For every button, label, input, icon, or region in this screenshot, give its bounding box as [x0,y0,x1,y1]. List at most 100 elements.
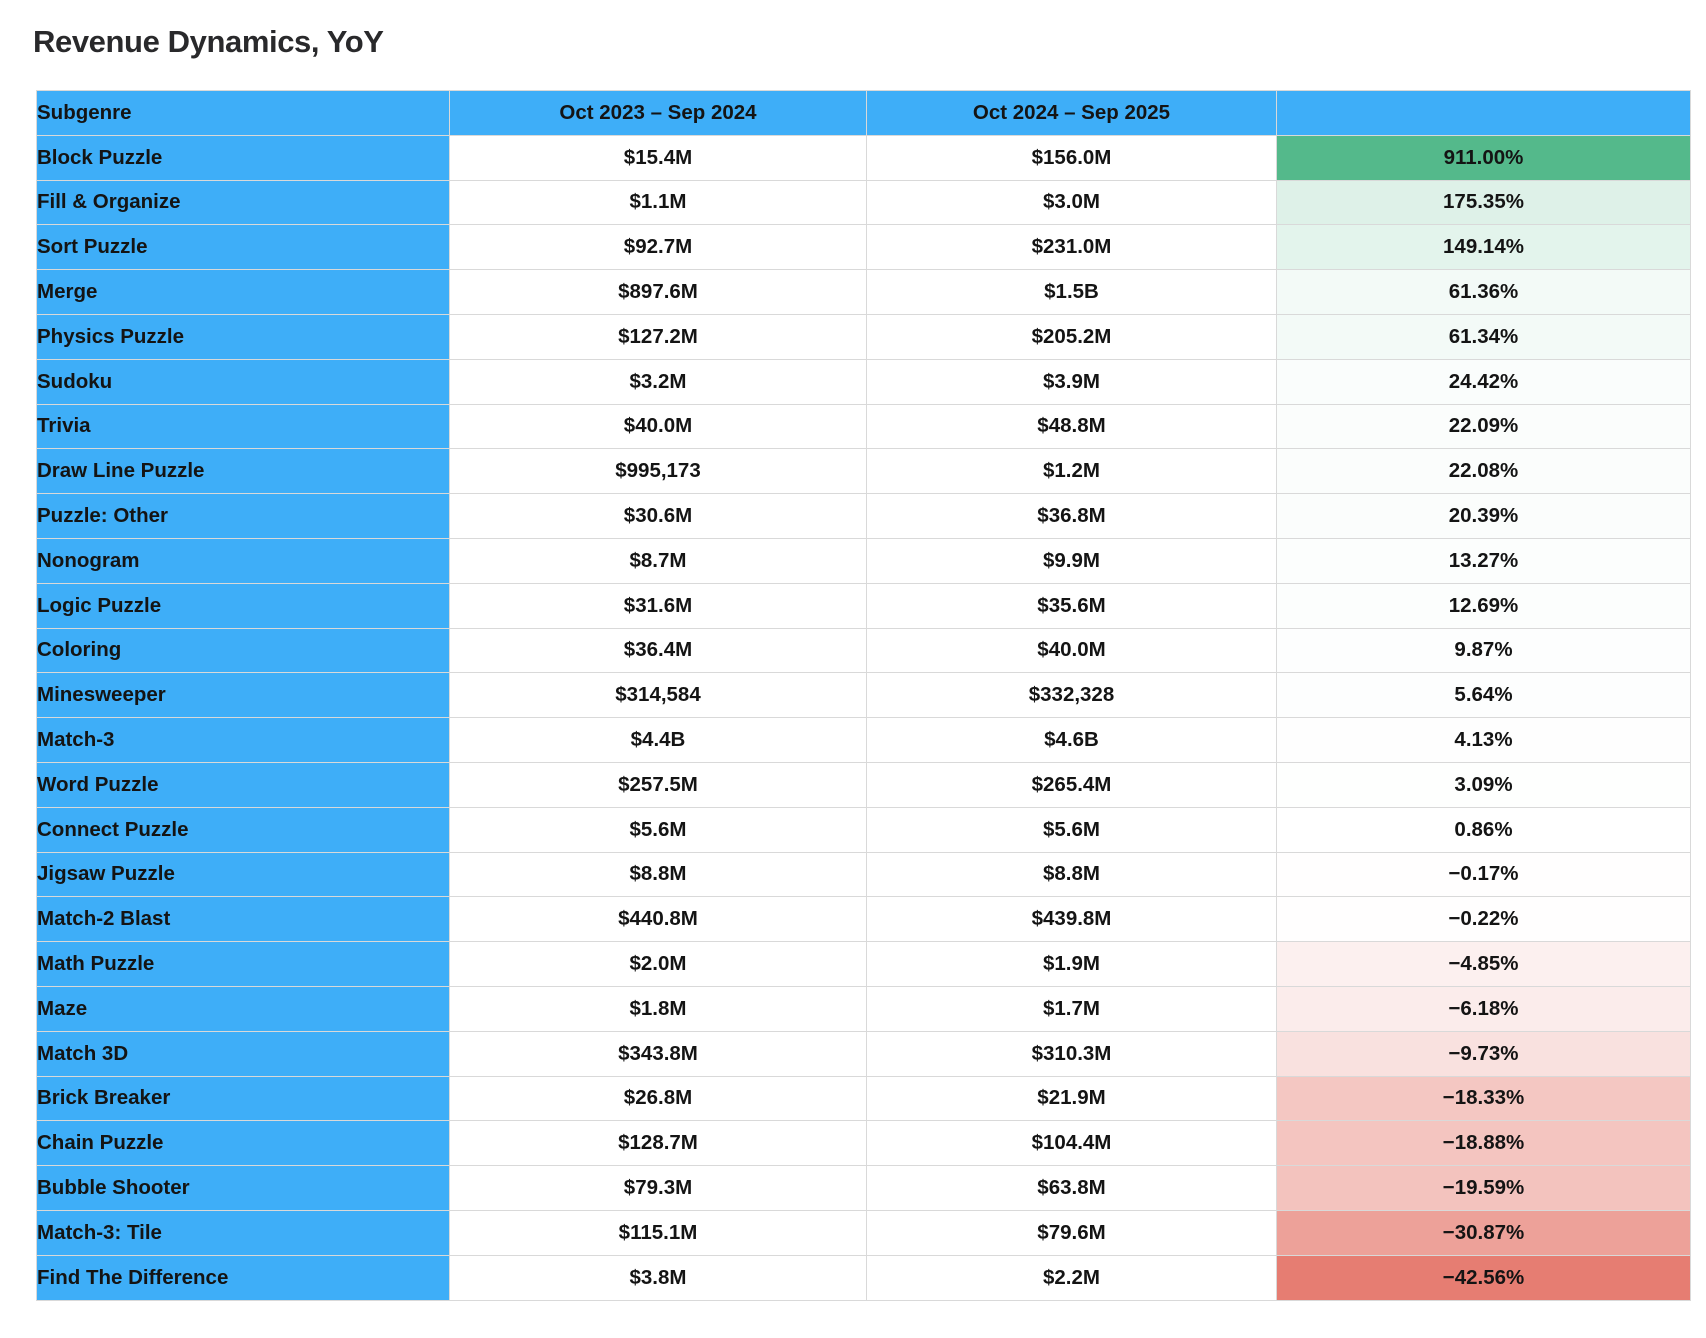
header-subgenre: Subgenre [36,90,450,136]
yoy-delta-cell: −19.59% [1276,1165,1691,1211]
period1-value-cell: $15.4M [449,134,867,181]
table-row: Match-2 Blast $440.8M $439.8M −0.22% [36,896,1691,943]
period1-value-cell: $3.8M [449,1254,867,1301]
table-row: Maze $1.8M $1.7M −6.18% [36,985,1691,1032]
period2-value-cell: $3.9M [866,358,1277,405]
yoy-delta-cell: 22.09% [1276,403,1691,450]
yoy-delta-cell: −18.88% [1276,1120,1691,1167]
period1-value-cell: $92.7M [449,224,867,271]
period2-value-cell: $265.4M [866,761,1277,808]
period2-value-cell: $156.0M [866,134,1277,181]
period1-value-cell: $897.6M [449,269,867,315]
subgenre-cell: Draw Line Puzzle [36,448,450,495]
header-row: Subgenre Oct 2023 – Sep 2024 Oct 2024 – … [36,90,1691,136]
table-row: Sort Puzzle $92.7M $231.0M 149.14% [36,224,1691,271]
table-row: Match-3: Tile $115.1M $79.6M −30.87% [36,1209,1691,1256]
yoy-delta-cell: 4.13% [1276,717,1691,763]
yoy-delta-cell: −6.18% [1276,985,1691,1032]
yoy-delta-cell: 9.87% [1276,627,1691,674]
subgenre-cell: Match-3 [36,717,450,763]
subgenre-cell: Trivia [36,403,450,450]
subgenre-cell: Logic Puzzle [36,582,450,629]
yoy-delta-cell: −9.73% [1276,1030,1691,1077]
period1-value-cell: $3.2M [449,358,867,405]
period2-value-cell: $310.3M [866,1030,1277,1077]
period1-value-cell: $26.8M [449,1075,867,1122]
table-row: Brick Breaker $26.8M $21.9M −18.33% [36,1075,1691,1122]
table-row: Chain Puzzle $128.7M $104.4M −18.88% [36,1120,1691,1167]
table-row: Bubble Shooter $79.3M $63.8M −19.59% [36,1165,1691,1211]
header-yoy-delta [1276,90,1691,136]
period2-value-cell: $231.0M [866,224,1277,271]
period2-value-cell: $5.6M [866,806,1277,853]
period2-value-cell: $35.6M [866,582,1277,629]
subgenre-cell: Chain Puzzle [36,1120,450,1167]
subgenre-cell: Nonogram [36,537,450,584]
subgenre-cell: Bubble Shooter [36,1165,450,1211]
yoy-delta-cell: 5.64% [1276,672,1691,719]
period2-value-cell: $1.7M [866,985,1277,1032]
table-row: Fill & Organize $1.1M $3.0M 175.35% [36,179,1691,226]
yoy-delta-cell: −0.22% [1276,896,1691,943]
table-row: Math Puzzle $2.0M $1.9M −4.85% [36,941,1691,987]
table-row: Word Puzzle $257.5M $265.4M 3.09% [36,761,1691,808]
period1-value-cell: $440.8M [449,896,867,943]
table-row: Trivia $40.0M $48.8M 22.09% [36,403,1691,450]
subgenre-cell: Connect Puzzle [36,806,450,853]
yoy-delta-cell: 24.42% [1276,358,1691,405]
table-row: Draw Line Puzzle $995,173 $1.2M 22.08% [36,448,1691,495]
subgenre-cell: Coloring [36,627,450,674]
period1-value-cell: $128.7M [449,1120,867,1167]
yoy-delta-cell: −4.85% [1276,941,1691,987]
yoy-delta-cell: 61.36% [1276,269,1691,315]
subgenre-cell: Match 3D [36,1030,450,1077]
period2-value-cell: $2.2M [866,1254,1277,1301]
period1-value-cell: $257.5M [449,761,867,808]
period2-value-cell: $1.9M [866,941,1277,987]
subgenre-cell: Jigsaw Puzzle [36,851,450,898]
table-row: Find The Difference $3.8M $2.2M −42.56% [36,1254,1691,1301]
period2-value-cell: $3.0M [866,179,1277,226]
table-row: Match-3 $4.4B $4.6B 4.13% [36,717,1691,763]
yoy-delta-cell: 22.08% [1276,448,1691,495]
yoy-delta-cell: 149.14% [1276,224,1691,271]
period1-value-cell: $4.4B [449,717,867,763]
yoy-delta-cell: 12.69% [1276,582,1691,629]
period2-value-cell: $79.6M [866,1209,1277,1256]
yoy-delta-cell: 911.00% [1276,134,1691,181]
revenue-table: Subgenre Oct 2023 – Sep 2024 Oct 2024 – … [36,90,1691,1301]
subgenre-cell: Match-2 Blast [36,896,450,943]
table-row: Puzzle: Other $30.6M $36.8M 20.39% [36,493,1691,539]
yoy-delta-cell: −42.56% [1276,1254,1691,1301]
table-row: Coloring $36.4M $40.0M 9.87% [36,627,1691,674]
yoy-delta-cell: −0.17% [1276,851,1691,898]
period1-value-cell: $127.2M [449,313,867,360]
subgenre-cell: Sudoku [36,358,450,405]
period2-value-cell: $9.9M [866,537,1277,584]
yoy-delta-cell: 61.34% [1276,313,1691,360]
yoy-delta-cell: 0.86% [1276,806,1691,853]
period1-value-cell: $30.6M [449,493,867,539]
page-title: Revenue Dynamics, YoY [33,24,384,59]
yoy-delta-cell: −30.87% [1276,1209,1691,1256]
table-row: Minesweeper $314,584 $332,328 5.64% [36,672,1691,719]
period1-value-cell: $343.8M [449,1030,867,1077]
subgenre-cell: Minesweeper [36,672,450,719]
period2-value-cell: $1.5B [866,269,1277,315]
yoy-delta-cell: 3.09% [1276,761,1691,808]
period1-value-cell: $1.8M [449,985,867,1032]
table-row: Match 3D $343.8M $310.3M −9.73% [36,1030,1691,1077]
period2-value-cell: $104.4M [866,1120,1277,1167]
period1-value-cell: $40.0M [449,403,867,450]
table-header: Subgenre Oct 2023 – Sep 2024 Oct 2024 – … [36,90,1691,136]
table-row: Block Puzzle $15.4M $156.0M 911.00% [36,134,1691,181]
period2-value-cell: $21.9M [866,1075,1277,1122]
subgenre-cell: Merge [36,269,450,315]
period1-value-cell: $995,173 [449,448,867,495]
subgenre-cell: Fill & Organize [36,179,450,226]
table-row: Nonogram $8.7M $9.9M 13.27% [36,537,1691,584]
period2-value-cell: $4.6B [866,717,1277,763]
subgenre-cell: Brick Breaker [36,1075,450,1122]
yoy-delta-cell: 20.39% [1276,493,1691,539]
